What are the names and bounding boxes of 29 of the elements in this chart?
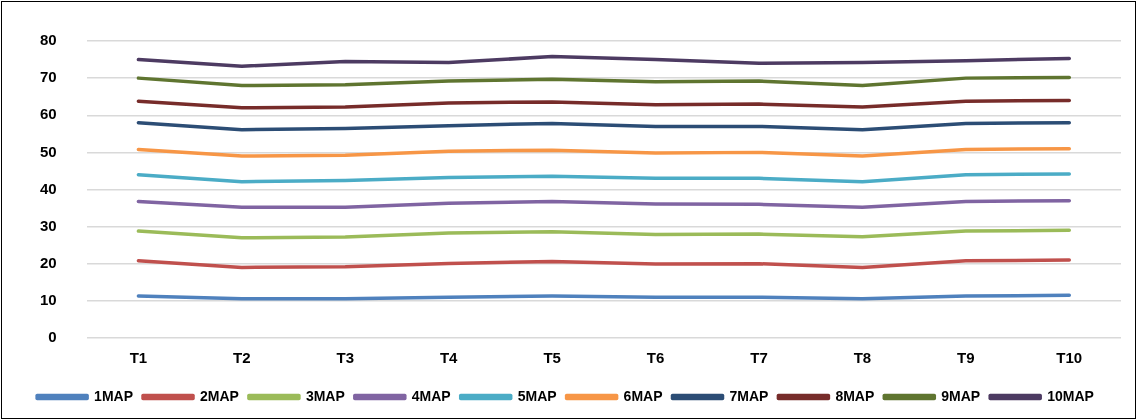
x-tick-label: T1 <box>129 349 148 367</box>
legend-label: 8MAP <box>835 387 875 404</box>
x-tick-label: T7 <box>750 349 768 367</box>
x-tick-label: T5 <box>543 349 561 367</box>
x-tick-label: T6 <box>646 349 665 367</box>
legend-label: 7MAP <box>729 387 769 404</box>
y-tick-label: 70 <box>40 68 57 86</box>
y-tick-label: 20 <box>40 253 57 271</box>
legend-label: 4MAP <box>411 387 451 404</box>
x-tick-label: T10 <box>1056 349 1083 367</box>
y-tick-label: 0 <box>48 328 57 346</box>
x-tick-label: T3 <box>336 349 355 367</box>
y-tick-label: 40 <box>40 179 57 197</box>
legend-label: 10MAP <box>1047 387 1094 404</box>
x-tick-label: T8 <box>853 349 872 367</box>
y-tick-label: 60 <box>40 105 57 123</box>
legend-label: 5MAP <box>517 387 557 404</box>
legend-label: 6MAP <box>623 387 663 404</box>
x-tick-label: T9 <box>957 349 975 367</box>
x-tick-label: T4 <box>439 349 459 367</box>
legend-label: 1MAP <box>94 387 134 404</box>
x-tick-label: T2 <box>233 349 251 367</box>
y-tick-label: 80 <box>40 31 57 49</box>
legend-label: 3MAP <box>305 387 345 404</box>
y-tick-label: 10 <box>40 291 57 309</box>
legend-label: 2MAP <box>200 387 239 404</box>
y-tick-label: 50 <box>40 142 57 160</box>
y-tick-label: 30 <box>40 216 57 234</box>
legend-label: 9MAP <box>941 387 981 404</box>
